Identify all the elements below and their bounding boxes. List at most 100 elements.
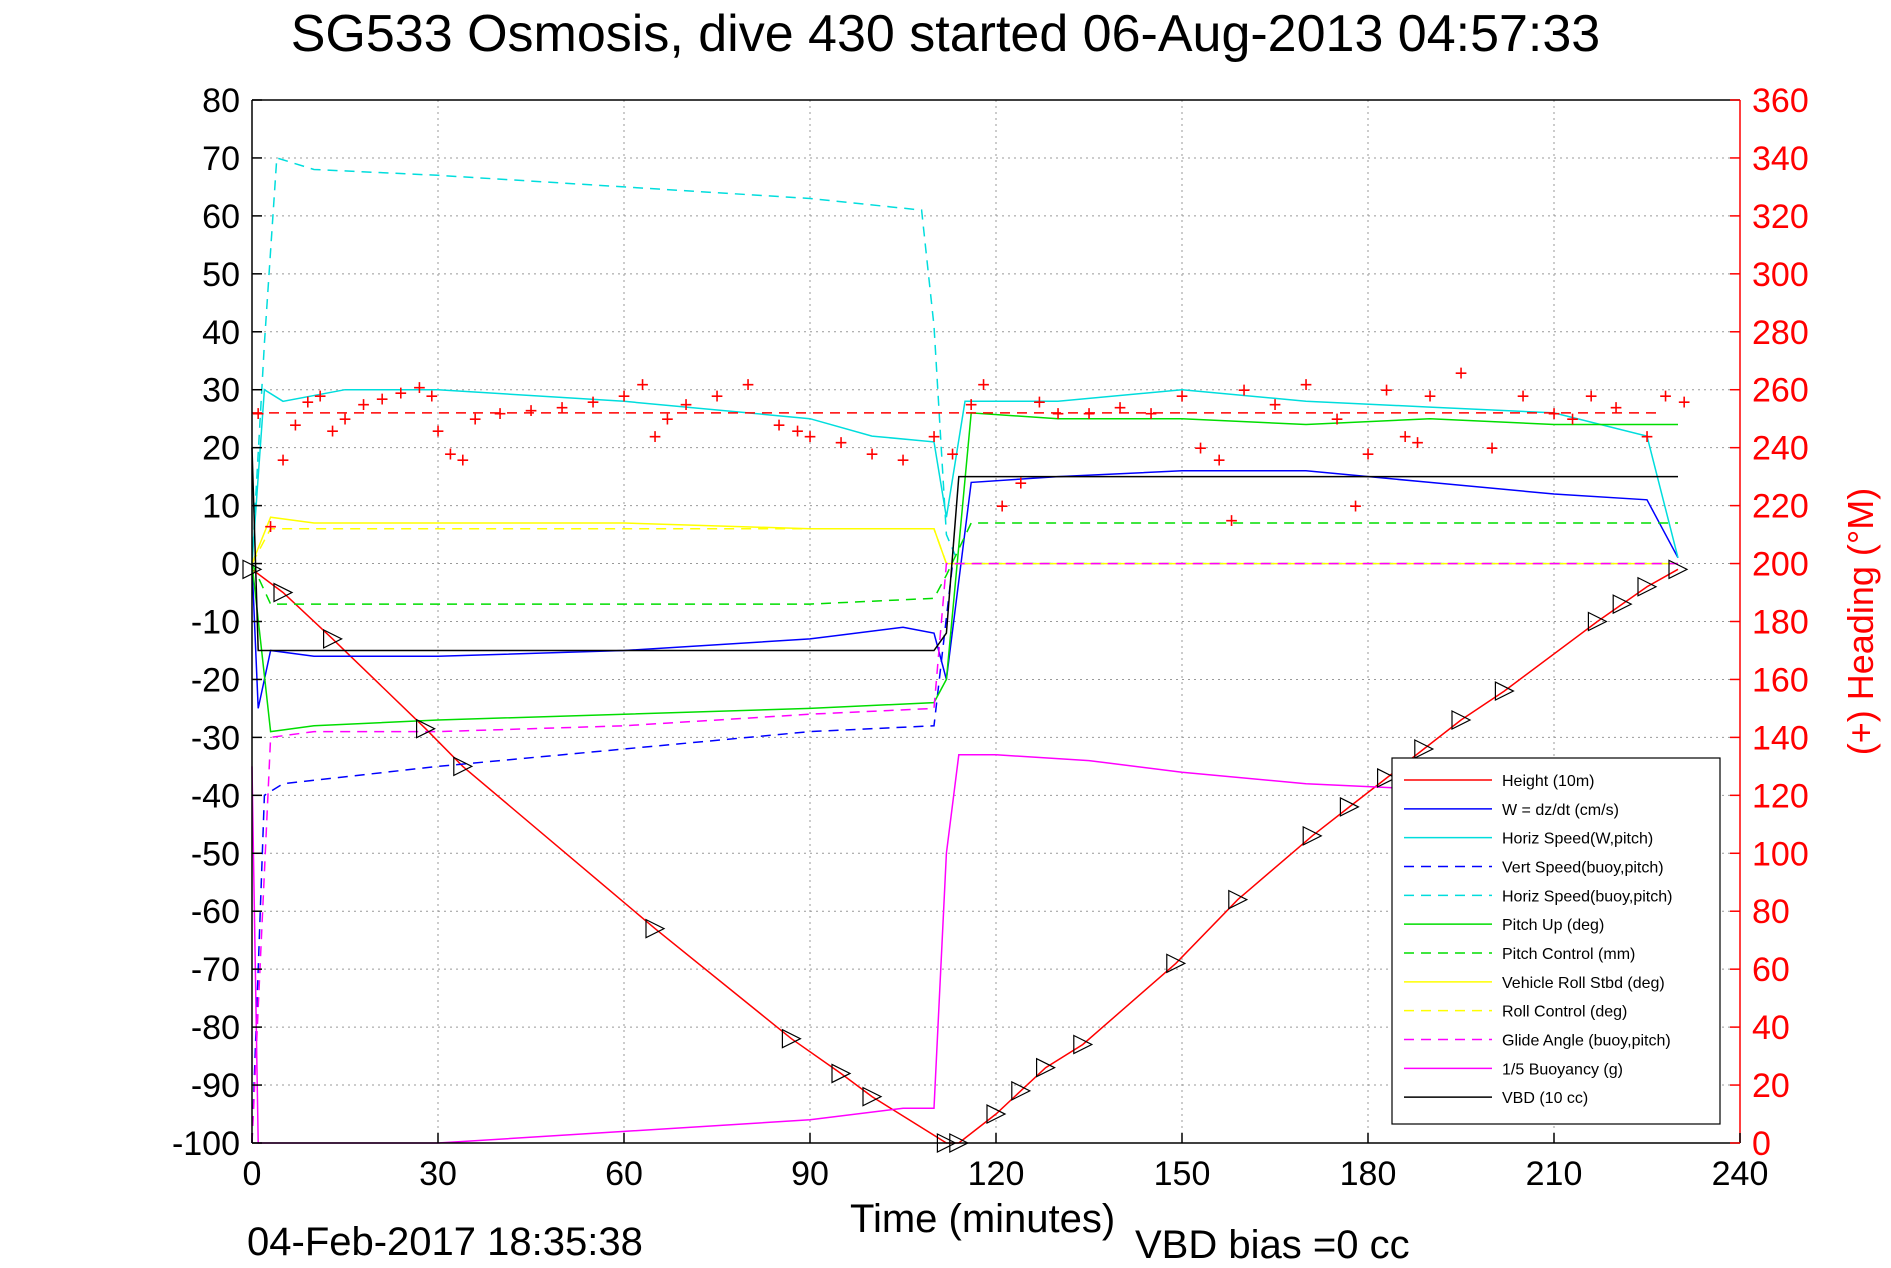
heading-point: + <box>680 392 693 417</box>
heading-point: + <box>1238 378 1251 403</box>
y-tick-label: -30 <box>191 719 240 757</box>
heading-point: + <box>928 424 941 449</box>
y-right-tick-label: 140 <box>1752 719 1809 757</box>
heading-point: + <box>1225 508 1238 533</box>
heading-point: + <box>252 401 265 426</box>
y-tick-label: -20 <box>191 661 240 699</box>
heading-point: + <box>773 412 786 437</box>
series-line-2 <box>251 470 1679 709</box>
heading-point: + <box>636 372 649 397</box>
heading-point: + <box>1455 360 1468 385</box>
legend-label-8: Vehicle Roll Stbd (deg) <box>1502 975 1665 992</box>
y-tick-label: 70 <box>202 140 240 178</box>
y-right-tick-label: 280 <box>1752 314 1809 352</box>
height-marker <box>1011 1080 1032 1101</box>
series-line-12 <box>251 447 1678 652</box>
height-marker <box>1668 559 1689 580</box>
heading-point: + <box>618 384 631 409</box>
series-line-10 <box>251 562 1678 1144</box>
heading-point: + <box>277 447 290 472</box>
x-tick-label: 90 <box>791 1155 829 1193</box>
height-marker <box>1612 594 1633 615</box>
heading-point: + <box>1517 384 1530 409</box>
heading-point: + <box>711 384 724 409</box>
heading-point: + <box>1145 401 1158 426</box>
y-right-tick-label: 200 <box>1752 546 1809 584</box>
heading-point: + <box>444 441 457 466</box>
y-tick-label: -50 <box>191 835 240 873</box>
height-marker <box>1414 739 1435 759</box>
heading-point: + <box>1014 470 1027 495</box>
heading-point: + <box>425 384 438 409</box>
y-tick-label: 50 <box>202 256 240 294</box>
height-marker <box>1302 825 1323 846</box>
y-right-tick-label: 160 <box>1752 661 1809 699</box>
series-line-5 <box>251 156 1647 565</box>
heading-point: + <box>977 372 990 397</box>
height-marker <box>645 918 666 939</box>
x-tick-label: 240 <box>1712 1155 1769 1193</box>
heading-point: + <box>835 430 848 455</box>
heading-point: + <box>1486 436 1499 461</box>
y-right-tick-label: 340 <box>1752 140 1809 178</box>
heading-point: + <box>1362 441 1375 466</box>
heading-point: + <box>1052 401 1065 426</box>
heading-point: + <box>791 418 804 443</box>
y-right-tick-label: 320 <box>1752 198 1809 236</box>
y-right-tick-label: 360 <box>1752 82 1809 120</box>
heading-point: + <box>1399 424 1412 449</box>
y-right-tick-label: 100 <box>1752 835 1809 873</box>
legend-label-3: Horiz Speed(W,pitch) <box>1502 831 1653 848</box>
x-tick-label: 60 <box>605 1155 643 1193</box>
heading-point: + <box>996 494 1009 519</box>
y-right-tick-label: 240 <box>1752 430 1809 468</box>
heading-point: + <box>1678 389 1691 414</box>
legend-label-12: VBD (10 cc) <box>1502 1090 1588 1107</box>
y-tick-label: -100 <box>172 1125 240 1163</box>
height-marker <box>1073 1034 1094 1055</box>
series-line-1 <box>251 568 1679 1144</box>
legend-label-9: Roll Control (deg) <box>1502 1004 1627 1021</box>
x-tick-label: 150 <box>1154 1155 1211 1193</box>
heading-point: + <box>661 407 674 432</box>
heading-point: + <box>1641 424 1654 449</box>
heading-point: + <box>376 386 389 411</box>
legend-label-7: Pitch Control (mm) <box>1502 946 1635 963</box>
heading-point: + <box>1380 378 1393 403</box>
chart-title: SG533 Osmosis, dive 430 started 06-Aug-2… <box>290 5 1601 63</box>
y-tick-label: -40 <box>191 777 240 815</box>
y-right-tick-label: 40 <box>1752 1009 1790 1047</box>
heading-point: + <box>897 447 910 472</box>
heading-point: + <box>525 398 538 423</box>
y-right-tick-label: 300 <box>1752 256 1809 294</box>
heading-point: + <box>1349 494 1362 519</box>
y-right-tick-label: 60 <box>1752 951 1790 989</box>
y-right-tick-label: 80 <box>1752 893 1790 931</box>
heading-point: + <box>587 389 600 414</box>
height-marker <box>1228 889 1249 910</box>
y-right-tick-label: 120 <box>1752 777 1809 815</box>
height-marker <box>1494 681 1515 702</box>
heading-point: + <box>357 392 370 417</box>
legend-label-5: Horiz Speed(buoy,pitch) <box>1502 888 1672 905</box>
height-marker <box>1036 1057 1056 1078</box>
legend-label-4: Vert Speed(buoy,pitch) <box>1502 860 1664 877</box>
legend-label-1: Height (10m) <box>1502 773 1594 790</box>
heading-point: + <box>1331 407 1344 432</box>
heading-point: + <box>1585 384 1598 409</box>
y-tick-label: 60 <box>202 198 240 236</box>
heading-point: + <box>946 441 959 466</box>
y-tick-label: -90 <box>191 1067 240 1105</box>
y-tick-label: -60 <box>191 893 240 931</box>
y-right-tick-label: 0 <box>1752 1125 1771 1163</box>
x-axis-label: Time (minutes) <box>850 1197 1116 1241</box>
legend-label-2: W = dz/dt (cm/s) <box>1502 802 1619 819</box>
height-marker <box>1339 796 1360 817</box>
height-marker <box>1166 953 1187 974</box>
heading-point: + <box>1566 407 1579 432</box>
legend-label-11: 1/5 Buoyancy (g) <box>1502 1061 1623 1078</box>
x-tick-label: 180 <box>1340 1155 1397 1193</box>
height-marker <box>1587 611 1608 632</box>
